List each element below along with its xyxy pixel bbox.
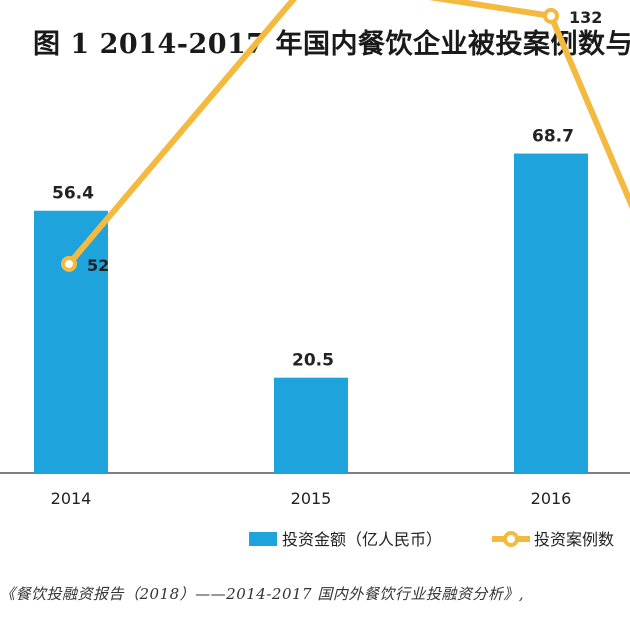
cases-point-2016 [543,7,559,24]
bar-2016 [514,153,588,474]
bar-value-label: 20.5 [292,351,334,371]
cases-point-2014 [61,255,77,272]
legend: 投资金额（亿人民币） 投资案例数 [249,530,614,549]
source-note: 《餐饮投融资报告（2018）——2014-2017 国内外餐饮行业投融资分析》, [0,585,525,603]
x-tick-label: 2015 [291,489,332,508]
bar-2015 [274,377,348,473]
legend-swatch-amount [249,532,277,546]
cases-value-label: 52 [87,256,109,275]
chart-title: 图 1 2014-2017 年国内餐饮企业被投案例数与 [33,29,630,60]
cases-value-label: 132 [569,8,602,27]
legend-label-amount: 投资金额（亿人民币） [282,530,442,549]
bar-value-label: 56.4 [52,184,94,204]
cases-line [66,0,630,267]
bar-2014 [34,210,108,474]
x-tick-label: 2014 [51,489,92,508]
bar-value-label: 68.7 [532,127,574,147]
legend-label-cases: 投资案例数 [534,530,614,549]
x-tick-label: 2016 [531,489,572,508]
legend-swatch-cases-marker [503,531,519,547]
